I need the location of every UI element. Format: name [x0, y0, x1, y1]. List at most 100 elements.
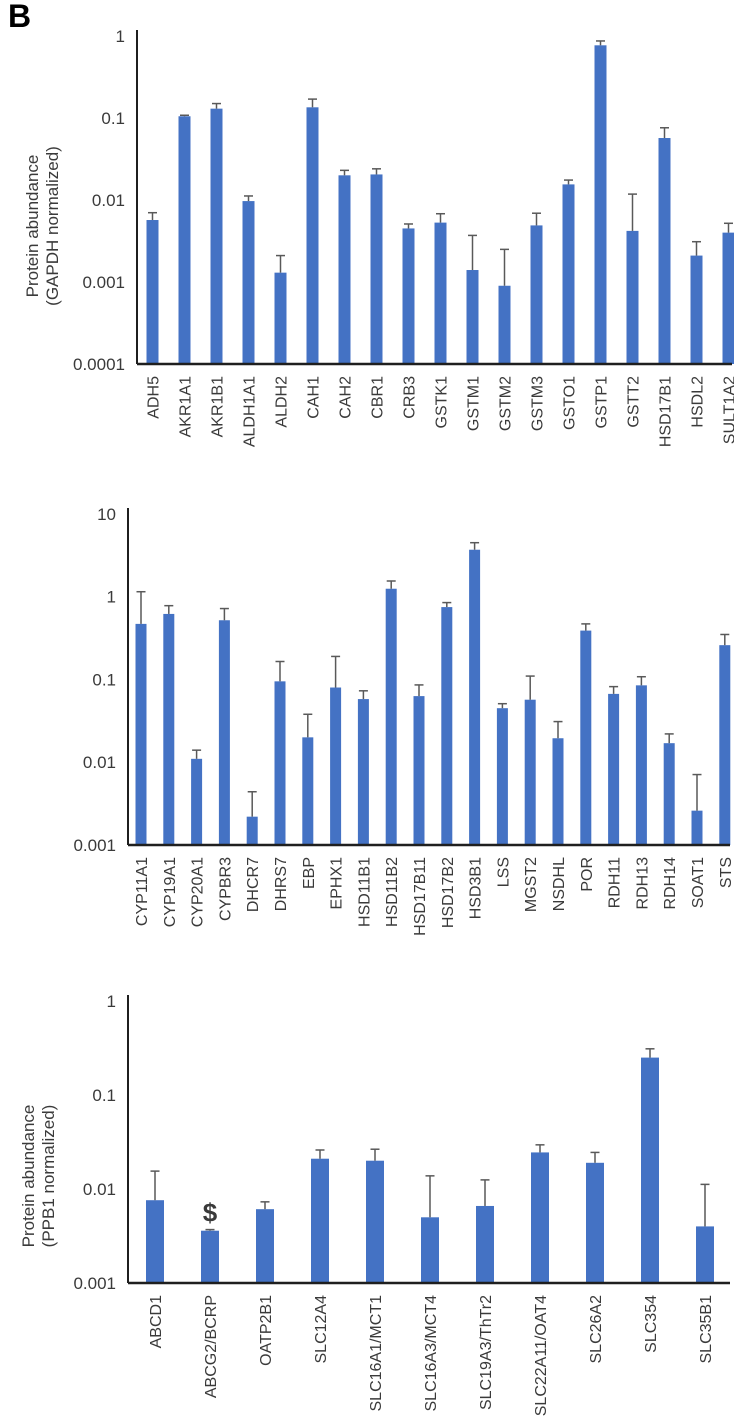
x-category-label: ALDH2	[274, 376, 291, 428]
x-category-label: HSDL2	[690, 376, 707, 428]
bar	[441, 607, 453, 845]
x-category-label: RDH13	[634, 857, 651, 910]
y-tick-label: 1	[107, 588, 116, 607]
bar	[663, 743, 675, 845]
x-category-label: GSTM3	[530, 376, 547, 431]
x-category-label: MGST2	[523, 857, 540, 912]
y-tick-label: 1	[107, 992, 116, 1011]
bar	[357, 699, 369, 845]
x-category-label: CYP11A1	[134, 857, 151, 926]
x-category-label: CRB3	[402, 376, 419, 419]
x-category-label: CBR1	[370, 376, 387, 419]
x-category-label: GSTT2	[626, 376, 643, 428]
bar	[635, 685, 647, 845]
bar	[201, 1230, 219, 1283]
x-category-label: ADH5	[146, 376, 163, 419]
x-category-label: SLC16A1/MCT1	[368, 1295, 385, 1412]
bar	[330, 687, 342, 845]
bar	[311, 1158, 329, 1283]
bar	[274, 681, 286, 845]
y-tick-label: 0.0001	[73, 355, 125, 374]
bar	[421, 1217, 439, 1283]
y-tick-label: 10	[97, 505, 116, 524]
bar	[246, 816, 258, 845]
y-tick-label: 0.01	[83, 753, 116, 772]
bar	[586, 1162, 604, 1283]
bar	[498, 285, 511, 364]
x-category-label: SLC354	[643, 1295, 660, 1353]
bar	[658, 138, 671, 364]
x-category-label: SLC19A3/ThTr2	[478, 1295, 495, 1410]
bar	[163, 613, 175, 845]
chart-ppb1-transporters: Protein abundance (PPB1 normalized) 10.1…	[0, 985, 734, 1427]
bar	[594, 45, 607, 364]
bar	[719, 645, 731, 845]
x-category-label: DHRS7	[273, 857, 290, 911]
bar	[469, 549, 481, 845]
x-category-label: GSTO1	[562, 376, 579, 430]
x-category-label: EPHX1	[329, 857, 346, 910]
bar	[696, 1226, 714, 1283]
x-category-label: LSS	[495, 857, 512, 887]
y-tick-label: 0.001	[73, 1274, 116, 1293]
bar	[274, 272, 287, 364]
x-category-label: HSD11B2	[384, 857, 401, 927]
chart-gapdh-plot: 1 0.1 0.01 0.001 0.0001 ADH5 AKR1A1 AKR1B1 ALDH1…	[73, 27, 734, 447]
x-category-label: AKR1B1	[210, 376, 227, 437]
x-category-label: CAH2	[338, 376, 355, 419]
x-category-label: NSDHL	[551, 857, 568, 911]
bar	[385, 588, 397, 845]
bar	[146, 1200, 164, 1283]
chart-ppb1-transporters-plot: 1 0.1 0.01 0.001 ABCD1 ABCG2/BCRP OATP2B1 SLC12…	[73, 992, 730, 1416]
bar	[306, 107, 319, 365]
chart-ppb1-enzymes-plot: 10 1 0.1 0.01 0.001 CYP11A1 CYP19A1 CYP20A1 CYPB…	[73, 505, 734, 936]
bar	[691, 810, 703, 845]
bar	[476, 1205, 494, 1283]
x-category-label: SOAT1	[690, 857, 707, 908]
x-category-label: CAH1	[306, 376, 323, 419]
bar	[552, 738, 564, 845]
bar	[366, 1160, 384, 1283]
x-category-label: HSD17B1	[658, 376, 675, 447]
x-category-label: ALDH1A1	[242, 376, 259, 447]
bar	[178, 116, 191, 364]
y-tick-label: 0.1	[92, 1086, 116, 1105]
bar	[256, 1209, 274, 1283]
x-category-label: CYP20A1	[190, 857, 207, 927]
bar	[338, 175, 351, 364]
bar	[242, 201, 255, 364]
x-category-label: CYP19A1	[162, 857, 179, 927]
bar	[434, 222, 447, 364]
x-category-label: DHCR7	[245, 857, 262, 912]
bar	[641, 1057, 659, 1283]
bar	[626, 230, 639, 364]
bar	[210, 108, 223, 364]
y-tick-label: 0.01	[83, 1180, 116, 1199]
x-category-label: ABCD1	[148, 1295, 165, 1348]
bar	[530, 225, 543, 364]
chart-gapdh-normalized: Protein abundance (GAPDH normalized) 1 0.…	[0, 25, 734, 485]
x-category-label: GSTK1	[434, 376, 451, 429]
x-category-label: SLC12A4	[313, 1295, 330, 1364]
bar	[496, 708, 508, 845]
x-category-label: GSTM2	[498, 376, 515, 431]
y-tick-label: 1	[116, 27, 125, 46]
bar	[562, 184, 575, 364]
x-category-label: GSTM1	[466, 376, 483, 431]
x-category-label: EBP	[301, 857, 318, 889]
y-tick-label: 0.1	[92, 670, 116, 689]
x-category-label: SLC26A2	[588, 1295, 605, 1364]
bar	[531, 1152, 549, 1283]
x-category-label: SLC16A3/MCT4	[423, 1295, 440, 1412]
x-category-label: SLC22A11/OAT4	[533, 1295, 550, 1416]
bar	[146, 220, 159, 364]
bar	[413, 696, 425, 845]
y-tick-label: 0.001	[82, 273, 125, 292]
bar	[722, 232, 734, 364]
y-tick-label: 0.001	[73, 836, 116, 855]
x-category-label: HSD17B2	[440, 857, 457, 928]
bar	[580, 630, 592, 845]
bar	[524, 699, 536, 845]
x-category-label: OATP2B1	[258, 1295, 275, 1366]
